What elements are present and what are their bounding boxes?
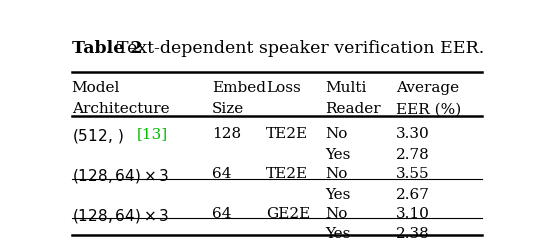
Text: Size: Size	[212, 102, 244, 116]
Text: Embed: Embed	[212, 81, 266, 95]
Text: [13]: [13]	[137, 127, 168, 141]
Text: Reader: Reader	[325, 102, 381, 116]
Text: No: No	[325, 207, 347, 221]
Text: GE2E: GE2E	[266, 207, 310, 221]
Text: TE2E: TE2E	[266, 127, 308, 141]
Text: EER (%): EER (%)	[396, 102, 461, 116]
Text: 2.67: 2.67	[396, 188, 430, 202]
Text: $(512,\,)$: $(512,\,)$	[72, 127, 124, 145]
Text: Loss: Loss	[266, 81, 301, 95]
Text: No: No	[325, 127, 347, 141]
Text: 3.55: 3.55	[396, 167, 430, 181]
Text: Yes: Yes	[325, 228, 350, 242]
Text: Yes: Yes	[325, 188, 350, 202]
Text: 3.30: 3.30	[396, 127, 430, 141]
Text: Yes: Yes	[325, 148, 350, 162]
Text: TE2E: TE2E	[266, 167, 308, 181]
Text: $(128,64)\times 3$: $(128,64)\times 3$	[72, 167, 169, 185]
Text: Average: Average	[396, 81, 459, 95]
Text: Architecture: Architecture	[72, 102, 170, 116]
Text: $(128,64)\times 3$: $(128,64)\times 3$	[72, 207, 169, 225]
Text: 3.10: 3.10	[396, 207, 430, 221]
Text: Table 2: Table 2	[72, 40, 142, 57]
Text: 64: 64	[212, 167, 231, 181]
Text: 2.38: 2.38	[396, 228, 430, 242]
Text: 64: 64	[212, 207, 231, 221]
Text: Model: Model	[72, 81, 120, 95]
Text: Multi: Multi	[325, 81, 366, 95]
Text: . Text-dependent speaker verification EER.: . Text-dependent speaker verification EE…	[106, 40, 485, 57]
Text: No: No	[325, 167, 347, 181]
Text: 2.78: 2.78	[396, 148, 430, 162]
Text: 128: 128	[212, 127, 241, 141]
